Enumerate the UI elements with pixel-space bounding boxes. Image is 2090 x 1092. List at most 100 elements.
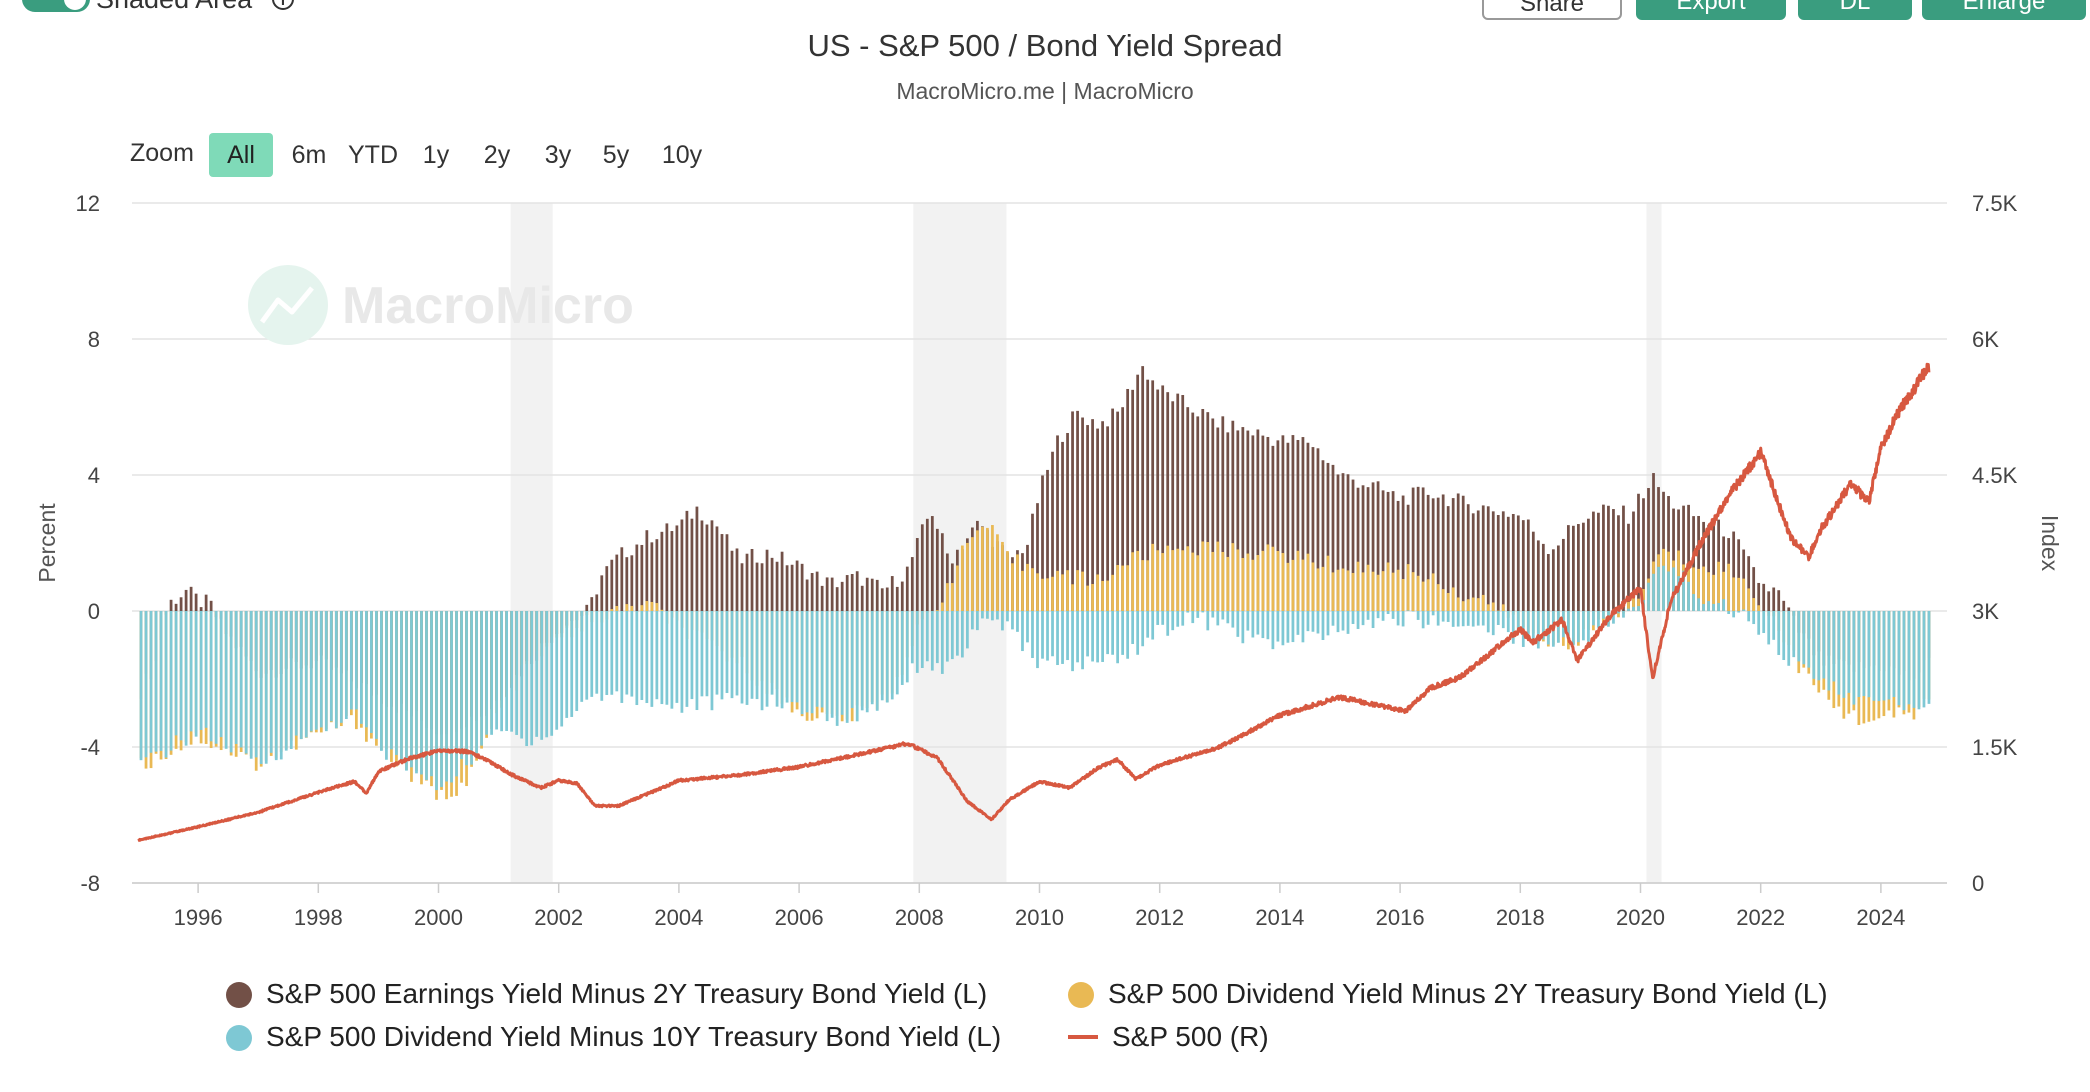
bar-earnings-2y bbox=[1481, 505, 1485, 611]
bar-dividend-2y bbox=[1286, 562, 1290, 611]
shaded-area-toggle[interactable] bbox=[22, 0, 90, 12]
bar-dividend-10y bbox=[1101, 611, 1104, 662]
bar-dividend-10y bbox=[1491, 611, 1495, 636]
bar-dividend-10y bbox=[1176, 611, 1180, 627]
bar-earnings-2y bbox=[1336, 474, 1340, 611]
bar-earnings-2y bbox=[895, 586, 899, 611]
bar-earnings-2y bbox=[1121, 407, 1125, 611]
bar-earnings-2y bbox=[1642, 498, 1645, 611]
bar-dividend-10y bbox=[780, 611, 784, 709]
bar-dividend-10y bbox=[1201, 611, 1205, 613]
bar-dividend-2y bbox=[1441, 589, 1445, 611]
bar-dividend-10y bbox=[1882, 611, 1886, 701]
y-left-axis-title: Percent bbox=[34, 503, 60, 583]
legend-item-sp500[interactable]: S&P 500 (R) bbox=[1068, 1021, 1269, 1053]
bar-earnings-2y bbox=[1572, 525, 1575, 611]
zoom-option-ytd[interactable]: YTD bbox=[348, 141, 398, 169]
bar-dividend-2y bbox=[1186, 546, 1190, 611]
bar-dividend-10y bbox=[1757, 611, 1761, 635]
bar-earnings-2y bbox=[1597, 512, 1600, 611]
bar-dividend-2y bbox=[1261, 550, 1265, 611]
bar-dividend-10y bbox=[700, 611, 704, 697]
bar-dividend-10y bbox=[380, 611, 383, 751]
bar-earnings-2y bbox=[670, 531, 674, 611]
bar-earnings-2y bbox=[1161, 385, 1165, 611]
bar-earnings-2y bbox=[1261, 435, 1265, 611]
bar-dividend-10y bbox=[1436, 611, 1440, 626]
bar-dividend-10y bbox=[1216, 611, 1220, 626]
bar-earnings-2y bbox=[1046, 469, 1049, 611]
bar-earnings-2y bbox=[1441, 494, 1445, 611]
export-button[interactable]: Export bbox=[1636, 0, 1786, 20]
share-button[interactable]: Share bbox=[1482, 0, 1622, 20]
bar-dividend-10y bbox=[304, 611, 308, 738]
bar-dividend-10y bbox=[1146, 611, 1150, 638]
bar-dividend-2y bbox=[976, 530, 979, 611]
bar-dividend-10y bbox=[895, 611, 899, 695]
bar-earnings-2y bbox=[1702, 521, 1705, 611]
bar-dividend-10y bbox=[575, 611, 579, 711]
bar-earnings-2y bbox=[1386, 491, 1390, 611]
legend-label-earnings-2y: S&P 500 Earnings Yield Minus 2Y Treasury… bbox=[266, 978, 988, 1009]
bar-earnings-2y bbox=[945, 553, 949, 611]
legend-item-earnings-2y[interactable]: S&P 500 Earnings Yield Minus 2Y Treasury… bbox=[226, 978, 987, 1010]
bar-dividend-10y bbox=[1091, 611, 1094, 662]
bar-dividend-10y bbox=[1742, 609, 1746, 611]
bar-earnings-2y bbox=[1201, 408, 1205, 611]
zoom-option-6m[interactable]: 6m bbox=[291, 141, 327, 169]
bar-dividend-10y bbox=[319, 611, 323, 728]
bar-dividend-2y bbox=[1036, 573, 1039, 611]
bar-dividend-10y bbox=[1021, 611, 1024, 652]
bar-earnings-2y bbox=[1541, 543, 1545, 611]
zoom-option-1y[interactable]: 1y bbox=[422, 141, 450, 169]
bar-dividend-10y bbox=[790, 611, 794, 703]
bar-dividend-10y bbox=[475, 611, 478, 754]
bar-dividend-10y bbox=[1026, 611, 1029, 643]
bar-earnings-2y bbox=[1526, 519, 1530, 611]
bar-dividend-2y bbox=[1401, 579, 1405, 611]
bar-dividend-10y bbox=[385, 611, 388, 760]
bar-dividend-10y bbox=[1637, 606, 1640, 611]
zoom-option-10y[interactable]: 10y bbox=[661, 141, 703, 169]
bar-earnings-2y bbox=[1326, 462, 1330, 611]
bar-earnings-2y bbox=[1376, 481, 1380, 611]
legend-item-dividend-10y[interactable]: S&P 500 Dividend Yield Minus 10Y Treasur… bbox=[226, 1021, 1001, 1053]
bar-dividend-10y bbox=[770, 611, 774, 695]
bar-dividend-10y bbox=[490, 611, 493, 735]
zoom-option-5y[interactable]: 5y bbox=[602, 141, 630, 169]
enlarge-button[interactable]: Enlarge bbox=[1922, 0, 2086, 20]
bar-dividend-10y bbox=[1717, 603, 1720, 611]
bar-dividend-2y bbox=[1446, 592, 1450, 611]
bar-dividend-2y bbox=[1737, 577, 1741, 611]
bar-earnings-2y bbox=[1311, 447, 1315, 611]
bar-dividend-10y bbox=[1276, 611, 1280, 642]
bar-earnings-2y bbox=[1416, 486, 1420, 611]
bar-dividend-10y bbox=[986, 611, 989, 619]
bar-earnings-2y bbox=[1041, 475, 1044, 611]
bar-earnings-2y bbox=[1346, 474, 1350, 611]
bar-earnings-2y bbox=[1777, 590, 1781, 611]
bar-earnings-2y bbox=[1782, 600, 1786, 611]
bar-earnings-2y bbox=[750, 548, 754, 611]
bar-dividend-2y bbox=[935, 610, 939, 611]
bar-dividend-10y bbox=[555, 611, 559, 730]
zoom-option-all[interactable]: All bbox=[209, 133, 273, 177]
zoom-option-3y[interactable]: 3y bbox=[544, 141, 572, 169]
bar-dividend-10y bbox=[615, 611, 619, 692]
bar-dividend-10y bbox=[415, 611, 418, 774]
zoom-option-2y[interactable]: 2y bbox=[483, 141, 511, 169]
dl-button[interactable]: DL bbox=[1798, 0, 1912, 20]
bar-dividend-2y bbox=[1331, 572, 1335, 611]
bar-earnings-2y bbox=[1752, 567, 1756, 611]
bar-dividend-10y bbox=[189, 611, 193, 732]
legend-line-sp500 bbox=[1068, 1035, 1098, 1039]
bar-dividend-2y bbox=[966, 542, 969, 611]
legend-item-dividend-2y[interactable]: S&P 500 Dividend Yield Minus 2Y Treasury… bbox=[1068, 978, 1828, 1010]
bar-dividend-10y bbox=[249, 611, 253, 759]
bar-earnings-2y bbox=[645, 530, 649, 611]
bar-dividend-10y bbox=[765, 611, 769, 707]
bar-dividend-10y bbox=[1076, 611, 1079, 663]
bar-earnings-2y bbox=[705, 524, 709, 611]
bar-dividend-2y bbox=[1742, 578, 1746, 611]
bar-dividend-2y bbox=[1396, 569, 1400, 611]
